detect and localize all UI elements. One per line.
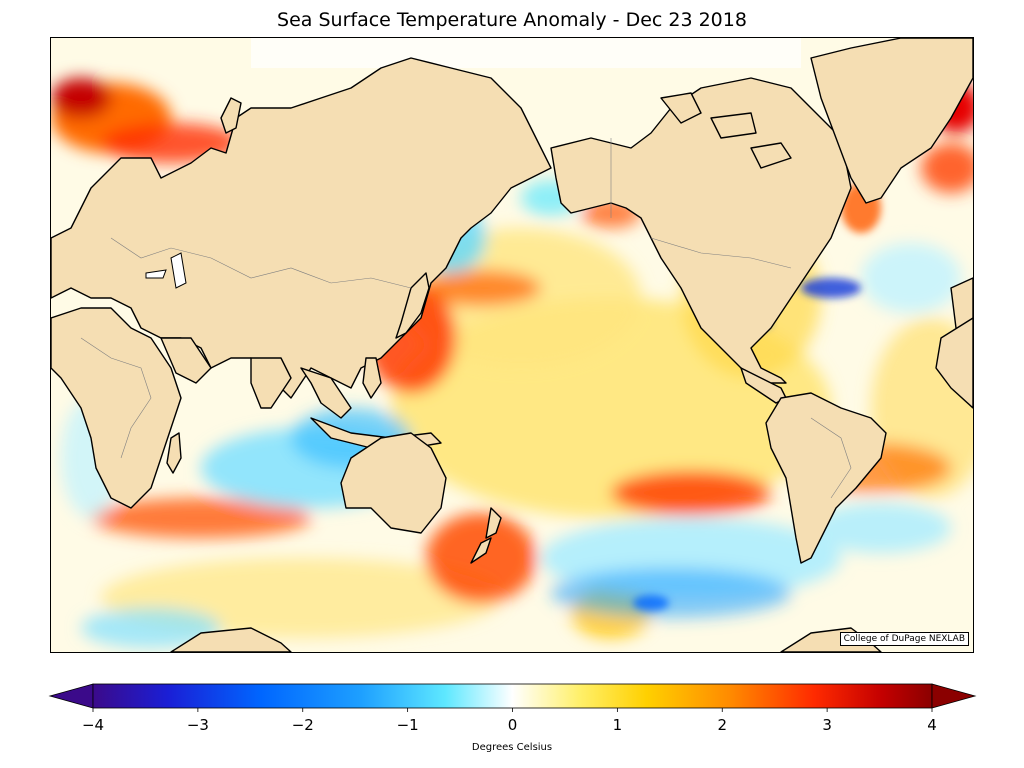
madagascar (166, 432, 182, 474)
inland-waters (145, 252, 187, 289)
credit-label: College of DuPage NEXLAB (839, 632, 969, 646)
map-canvas (51, 38, 973, 652)
philippines (362, 357, 382, 399)
arctic-islands (660, 92, 792, 169)
africa (51, 307, 182, 509)
greenland (810, 38, 973, 204)
arabia (160, 337, 212, 384)
west-africa (935, 317, 973, 409)
colorbar-tick-label: 3 (822, 716, 832, 734)
colorbar-tick-label: 1 (613, 716, 623, 734)
colorbar-ticks: −4 −3 −2 −1 0 1 2 3 4 (82, 708, 937, 734)
colorbar-tick-label: 0 (508, 716, 518, 734)
new-zealand (470, 507, 502, 564)
colorbar-tick-label: −1 (397, 716, 419, 734)
colorbar-tick-label: −4 (82, 716, 104, 734)
japan (395, 272, 430, 339)
colorbar-tick-label: 2 (717, 716, 727, 734)
colorbar-extend-high (931, 683, 977, 709)
colorbar: −4 −3 −2 −1 0 1 2 3 4 (48, 683, 977, 734)
land-masses (51, 38, 973, 652)
novaya-zemlya (220, 97, 242, 134)
colorbar-tick-label: −2 (292, 716, 314, 734)
national-borders (80, 138, 852, 499)
map-title: Sea Surface Temperature Anomaly - Dec 23… (277, 9, 747, 31)
colorbar-tick-label: −3 (187, 716, 209, 734)
colorbar-label: Degrees Celsius (471, 742, 553, 753)
southeast-asia (300, 367, 352, 419)
colorbar-gradient (92, 683, 933, 709)
australia (340, 432, 447, 534)
colorbar-tick-label: 4 (927, 716, 937, 734)
sst-anomaly-map: College of DuPage NEXLAB (50, 37, 974, 653)
colorbar-extend-low (48, 683, 94, 709)
south-america (765, 392, 887, 564)
india (250, 357, 292, 409)
